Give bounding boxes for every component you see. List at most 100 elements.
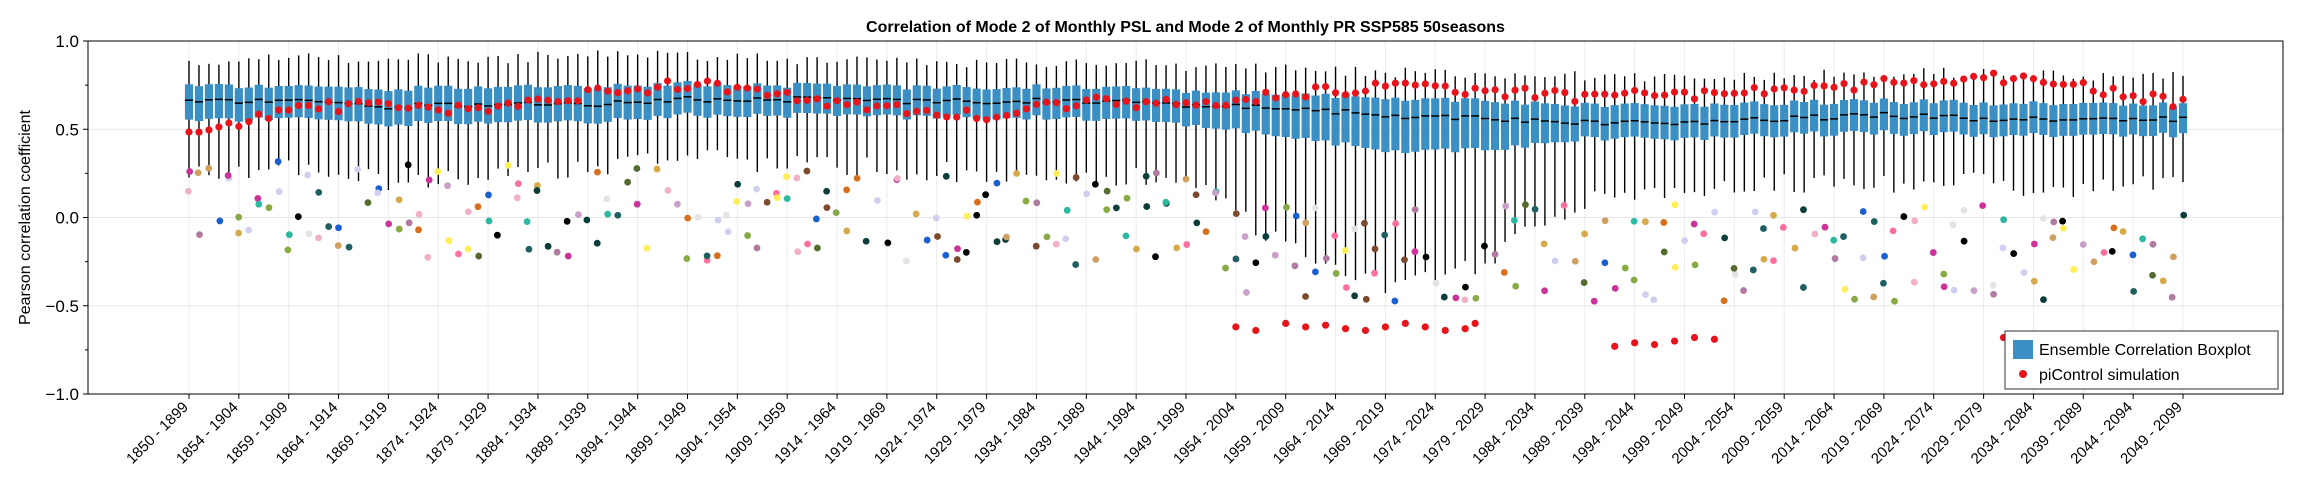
- picontrol-point: [404, 104, 412, 112]
- ensemble-point: [1072, 261, 1080, 268]
- ensemble-point: [434, 168, 442, 176]
- ensemble-point: [1791, 244, 1799, 252]
- picontrol-point: [394, 104, 402, 112]
- box: [1291, 95, 1300, 139]
- picontrol-point: [1272, 94, 1280, 102]
- picontrol-point: [693, 80, 702, 89]
- picontrol-point: [2139, 98, 2147, 106]
- ensemble-point: [1351, 292, 1359, 300]
- ensemble-point: [1859, 254, 1867, 262]
- box: [1550, 103, 1559, 143]
- picontrol-point: [1401, 319, 1409, 327]
- picontrol-point: [1581, 90, 1589, 98]
- ensemble-point: [1851, 295, 1858, 303]
- ensemble-point: [783, 195, 791, 203]
- ensemble-point: [942, 172, 950, 180]
- box: [1082, 88, 1091, 121]
- ensemble-point: [1681, 237, 1689, 245]
- picontrol-point: [285, 106, 293, 114]
- box: [932, 88, 941, 119]
- box: [872, 85, 882, 116]
- ensemble-point: [954, 245, 961, 253]
- y-axis: 1.0 0.5 0.0 −0.5 −1.0: [45, 32, 88, 404]
- picontrol-point: [1650, 92, 1659, 100]
- ensemble-point: [1183, 241, 1191, 248]
- picontrol-point: [983, 116, 991, 124]
- ensemble-point: [1133, 245, 1140, 253]
- ensemble-point: [912, 210, 920, 218]
- picontrol-point: [803, 96, 811, 104]
- picontrol-point: [933, 111, 941, 119]
- box: [1231, 90, 1240, 129]
- picontrol-point: [1621, 89, 1629, 97]
- picontrol-point: [464, 105, 472, 113]
- picontrol-point: [2029, 75, 2038, 83]
- ensemble-point: [1173, 244, 1181, 252]
- picontrol-point: [574, 97, 582, 105]
- legend-item-picontrol: piControl simulation: [2039, 367, 2180, 384]
- ensemble-point: [843, 227, 851, 235]
- ensemble-point: [493, 231, 501, 239]
- picontrol-point: [1341, 325, 1350, 333]
- picontrol-point: [195, 128, 203, 136]
- picontrol-point: [2179, 95, 2187, 103]
- picontrol-point: [424, 103, 432, 111]
- ensemble-point: [593, 239, 601, 247]
- box: [1421, 98, 1430, 150]
- picontrol-point: [1611, 91, 1619, 99]
- picontrol-point: [1312, 83, 1320, 91]
- picontrol-point: [1611, 342, 1619, 350]
- picontrol-point: [1710, 335, 1719, 343]
- box: [972, 88, 981, 119]
- picontrol-point: [544, 96, 552, 104]
- box: [1281, 94, 1290, 138]
- ensemble-point: [874, 197, 881, 204]
- ensemble-point: [563, 217, 571, 225]
- ensemble-point: [1261, 204, 1269, 212]
- picontrol-point: [973, 114, 981, 123]
- picontrol-point: [1351, 89, 1360, 97]
- ensemble-point: [2139, 235, 2147, 243]
- box: [783, 87, 792, 118]
- ensemble-point: [604, 210, 612, 218]
- picontrol-point: [1002, 111, 1011, 120]
- ensemble-point: [674, 200, 681, 208]
- ensemble-point: [2149, 240, 2157, 248]
- box: [1441, 97, 1450, 149]
- ensemble-point: [2060, 224, 2067, 232]
- ensemble-point: [1870, 293, 1878, 301]
- ensemble-point: [354, 165, 362, 173]
- ensemble-point: [633, 165, 641, 172]
- ensemble-point: [315, 234, 322, 242]
- picontrol-point: [713, 79, 722, 87]
- picontrol-point: [723, 88, 731, 96]
- picontrol-point: [334, 107, 343, 116]
- picontrol-point: [823, 102, 831, 110]
- picontrol-point: [1072, 102, 1080, 110]
- box: [224, 84, 233, 119]
- box: [1062, 85, 1071, 118]
- picontrol-point: [903, 109, 911, 118]
- ensemble-point: [1590, 297, 1598, 305]
- picontrol-point: [992, 113, 1001, 121]
- ensemble-point: [1103, 206, 1111, 214]
- picontrol-point: [653, 83, 662, 91]
- ensemble-point: [2079, 241, 2087, 248]
- picontrol-point: [763, 91, 771, 99]
- picontrol-point: [1650, 340, 1659, 349]
- ensemble-point: [1032, 242, 1040, 250]
- ensemble-point: [1730, 264, 1738, 272]
- box: [862, 86, 872, 117]
- picontrol-point: [873, 102, 881, 110]
- picontrol-point: [1282, 91, 1290, 99]
- ensemble-point: [982, 191, 990, 199]
- box: [1201, 92, 1211, 128]
- ensemble-point: [664, 186, 672, 194]
- ensemble-point: [703, 252, 711, 260]
- picontrol-point: [1890, 78, 1898, 86]
- legend-item-ensemble: Ensemble Correlation Boxplot: [2039, 342, 2251, 359]
- ensemble-point: [1522, 201, 1529, 209]
- picontrol-point: [2089, 87, 2097, 95]
- ensemble-point: [553, 248, 561, 256]
- ensemble-point: [265, 204, 273, 212]
